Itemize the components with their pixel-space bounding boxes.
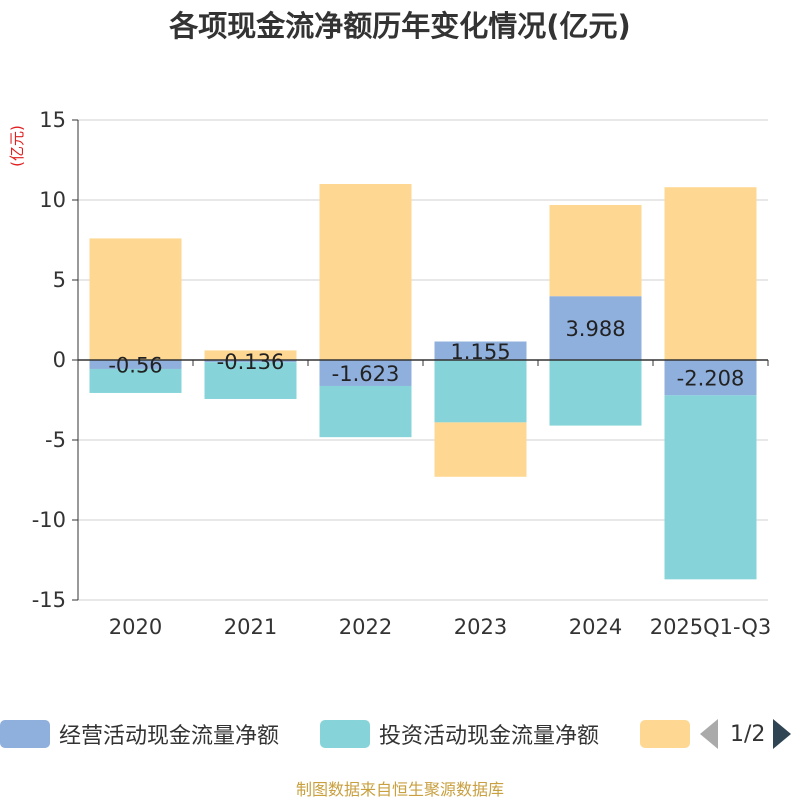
- y-tick-label: 10: [39, 188, 66, 212]
- bar-financing-2025Q1-Q3: [664, 187, 757, 360]
- x-tick-label: 2023: [454, 615, 507, 639]
- x-tick-label: 2024: [569, 615, 622, 639]
- legend-item-investing[interactable]: 投资活动现金流量净额: [320, 716, 599, 752]
- legend-label-operating: 经营活动现金流量净额: [59, 724, 280, 749]
- data-label-operating-2023: 1.155: [450, 340, 510, 364]
- legend-prev-page-icon[interactable]: [700, 719, 718, 749]
- bar-operating-2023: [434, 341, 527, 360]
- cashflow-bar-chart: 15 10 5 0 -5 -10 -15 (亿元) -0.56 -0.136 -1.623 1.155…: [8, 108, 772, 639]
- footer-source: 制图数据来自恒生聚源数据库: [295, 780, 504, 799]
- bar-operating-2020: [89, 360, 182, 369]
- bar-investing-2021: [204, 362, 297, 399]
- data-label-operating-2021: -0.136: [217, 350, 285, 374]
- legend-next-page-icon[interactable]: [773, 719, 792, 749]
- bar-operating-2021: [204, 360, 297, 363]
- x-tick-label: 2020: [109, 615, 162, 639]
- bar-financing-2020: [89, 238, 182, 360]
- bar-operating-2024: [549, 296, 642, 360]
- bar-financing-2024: [549, 204, 642, 297]
- legend-page-indicator: 1/2: [730, 721, 766, 747]
- legend-swatch-operating: [0, 720, 50, 748]
- legend: 经营活动现金流量净额 投资活动现金流量净额 1/2: [0, 716, 800, 756]
- data-label-operating-2022: -1.623: [332, 362, 400, 386]
- legend-swatch-financing: [640, 720, 690, 748]
- chart-title: 各项现金流净额历年变化情况(亿元): [169, 9, 631, 43]
- bar-operating-2022: [319, 360, 412, 386]
- y-tick-label: -10: [32, 508, 66, 532]
- bar-investing-2020: [89, 368, 182, 393]
- y-tick-label: 0: [53, 348, 66, 372]
- legend-item-financing[interactable]: [640, 716, 690, 752]
- x-tick-label: 2021: [224, 615, 277, 639]
- y-tick-label: -15: [32, 588, 66, 612]
- data-label-operating-2020: -0.56: [108, 353, 162, 377]
- bar-investing-2024: [549, 360, 642, 426]
- bar-financing-2023: [434, 422, 527, 477]
- legend-item-operating[interactable]: 经营活动现金流量净额: [0, 716, 279, 752]
- bar-financing-2022: [319, 184, 412, 360]
- y-tick-label: 15: [39, 108, 66, 132]
- y-tick-label: 5: [53, 268, 66, 292]
- bar-operating-2025Q1-Q3: [664, 360, 757, 396]
- bar-investing-2022: [319, 385, 412, 438]
- legend-label-investing: 投资活动现金流量净额: [379, 724, 600, 749]
- legend-pager: 1/2: [700, 716, 792, 752]
- data-label-operating-2025Q1-Q3: -2.208: [677, 367, 745, 391]
- data-label-operating-2024: 3.988: [565, 317, 625, 341]
- bar-investing-2025Q1-Q3: [664, 395, 757, 580]
- legend-swatch-investing: [320, 720, 370, 748]
- x-tick-label: 2025Q1-Q3: [650, 615, 772, 639]
- x-tick-label: 2022: [339, 615, 392, 639]
- y-tick-label: -5: [45, 428, 66, 452]
- bar-financing-2021: [204, 350, 297, 360]
- bar-investing-2023: [434, 360, 527, 423]
- y-axis-label: (亿元): [8, 125, 26, 167]
